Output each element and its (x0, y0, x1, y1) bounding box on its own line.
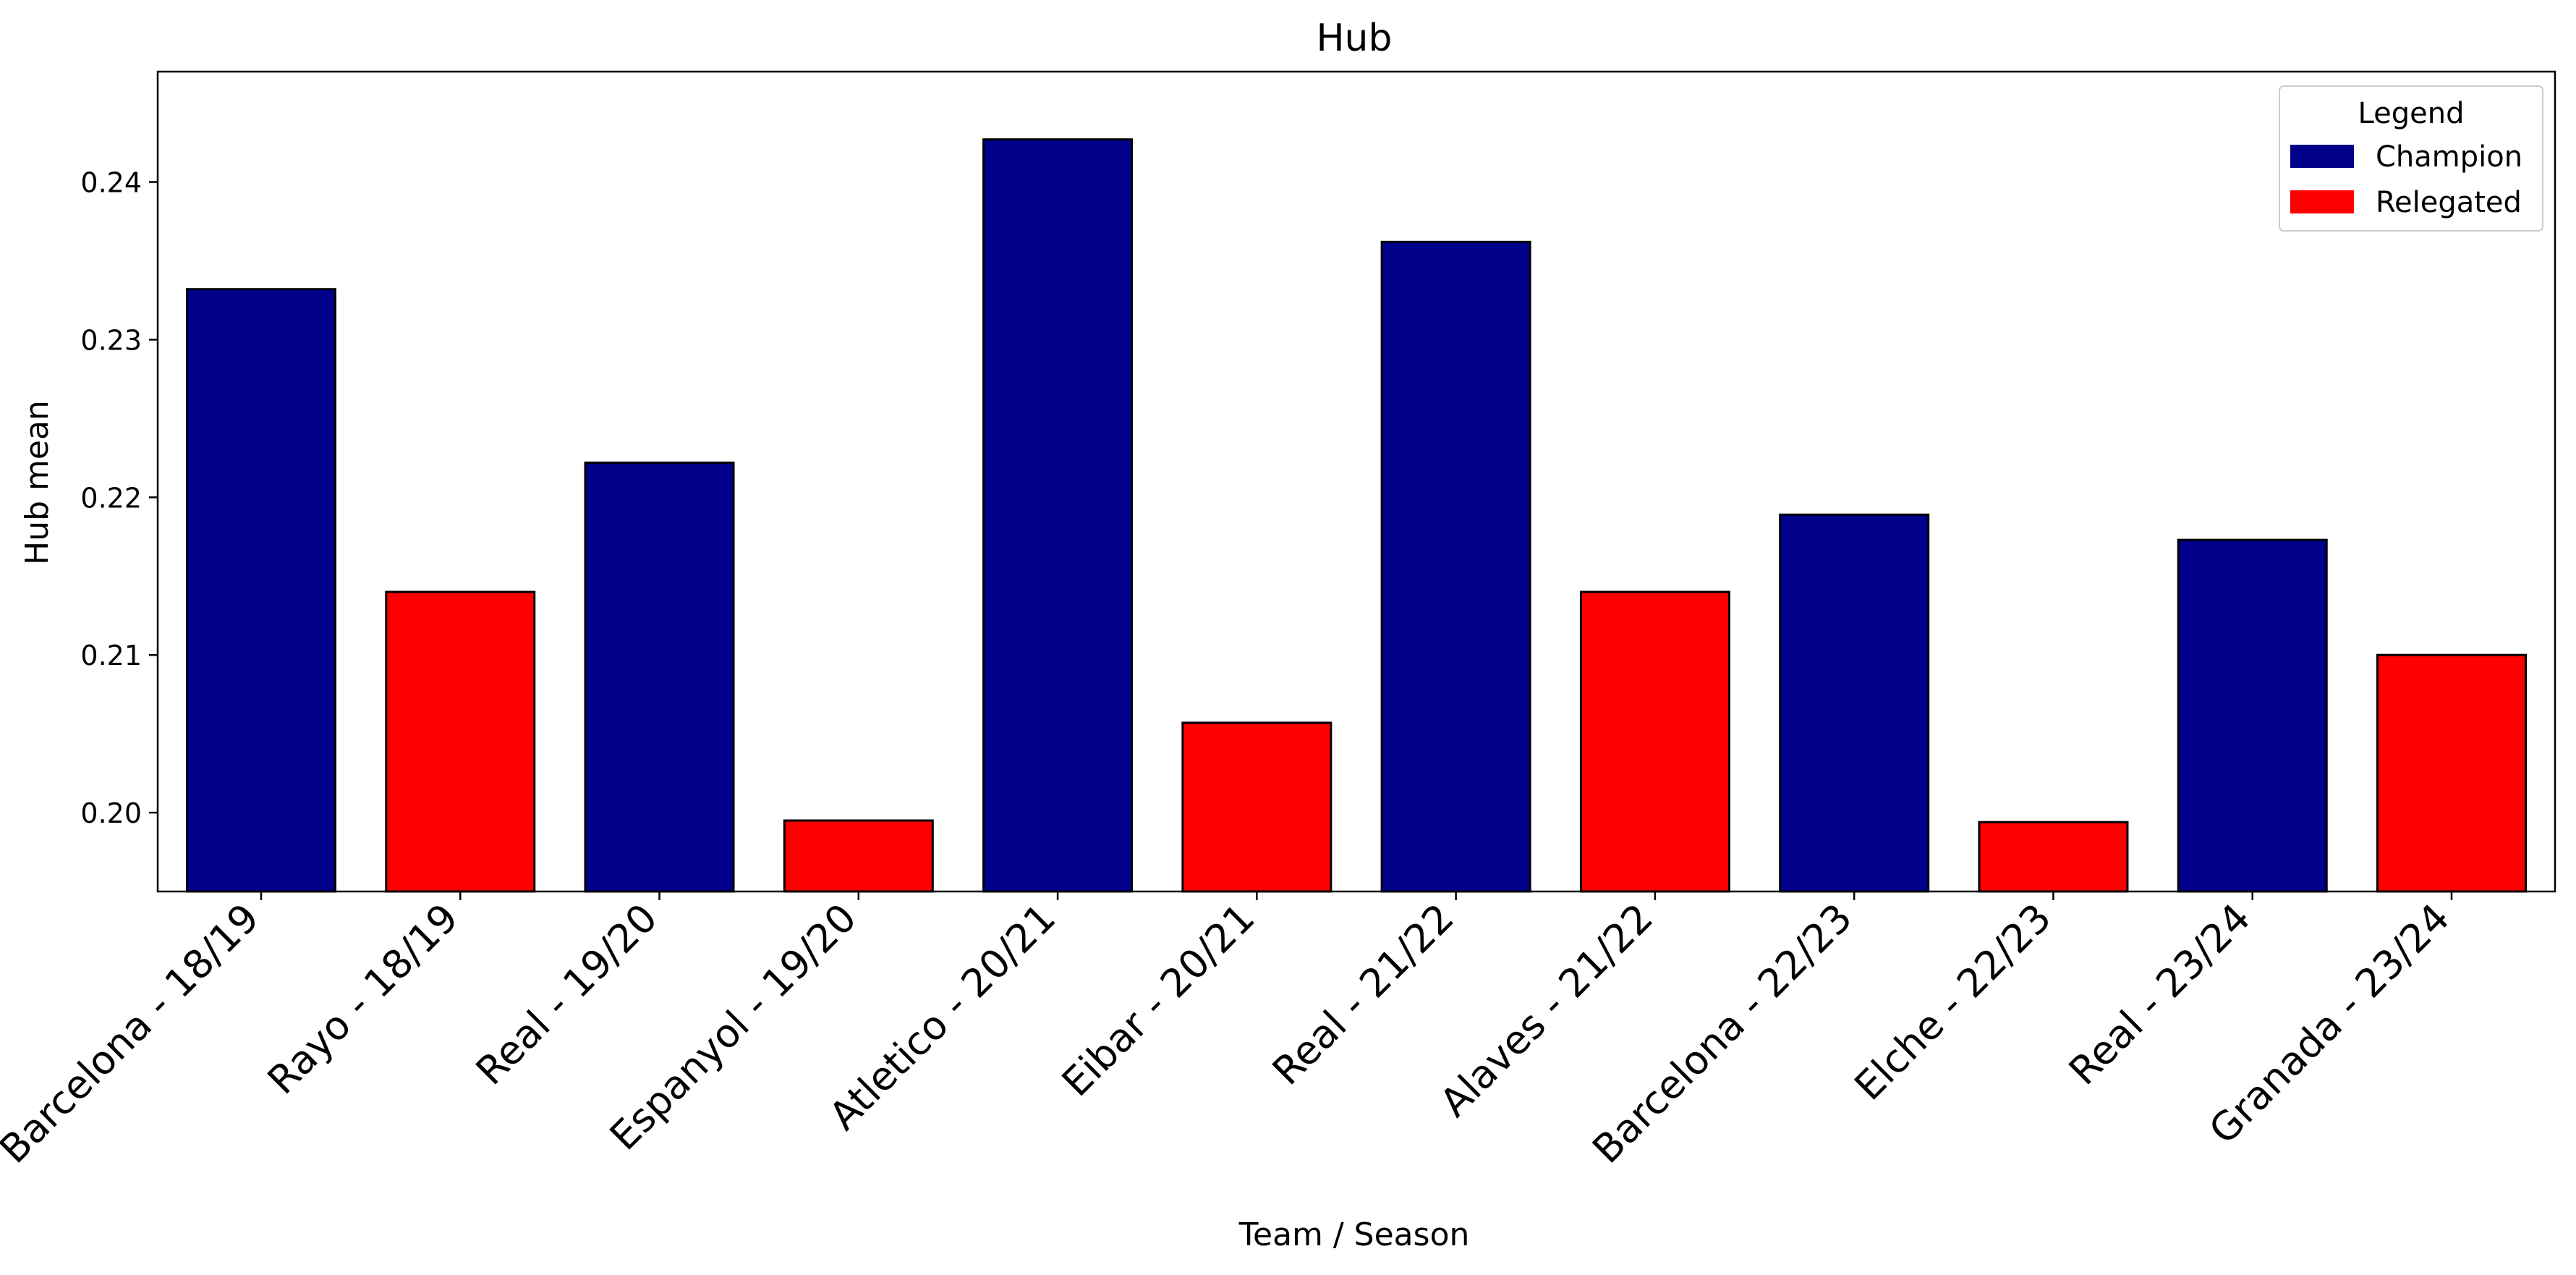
y-tick-label: 0.20 (80, 797, 142, 829)
chart-title: Hub (1316, 17, 1392, 60)
bar (1779, 513, 1930, 893)
legend-swatch-relegated (2290, 190, 2354, 213)
y-tick-label: 0.21 (80, 640, 142, 672)
bar (1978, 821, 2129, 893)
x-tick-label: Eibar - 20/21 (1053, 895, 1264, 1106)
x-tick-label: Alaves - 21/22 (1431, 895, 1662, 1126)
x-tick-label: Rayo - 18/19 (259, 895, 467, 1104)
bar (783, 819, 934, 893)
legend-label-champion: Champion (2376, 140, 2522, 174)
bars-layer (186, 138, 2527, 893)
y-tick-label: 0.22 (80, 482, 142, 514)
bar (982, 138, 1134, 893)
plot-frame (156, 70, 2556, 893)
x-tick-label: Barcelona - 18/19 (0, 895, 268, 1172)
y-axis-label: Hub mean (19, 400, 56, 565)
legend-label-relegated: Relegated (2376, 186, 2522, 219)
bar (584, 461, 735, 893)
x-tick-label: Real - 23/24 (2060, 895, 2259, 1094)
y-tick-label: 0.24 (80, 167, 142, 199)
x-tick-label: Elche - 22/23 (1846, 895, 2060, 1109)
x-tick-label: Real - 21/22 (1264, 895, 1463, 1094)
bar (1380, 240, 1531, 893)
x-tick-label: Real - 19/20 (467, 895, 666, 1094)
bar (2177, 538, 2328, 893)
bar (2376, 653, 2527, 893)
legend-swatch-champion (2290, 145, 2354, 168)
legend-title: Legend (2358, 97, 2465, 130)
bar (1579, 590, 1730, 893)
x-axis-label: Team / Season (1238, 1216, 1470, 1253)
y-tick-label: 0.23 (80, 324, 142, 356)
bar (186, 288, 336, 893)
y-axis: 0.20 0.21 0.22 0.23 0.24 (80, 167, 158, 829)
bar (385, 590, 536, 893)
legend: Legend Champion Relegated (2279, 85, 2543, 232)
bar (1181, 721, 1332, 893)
